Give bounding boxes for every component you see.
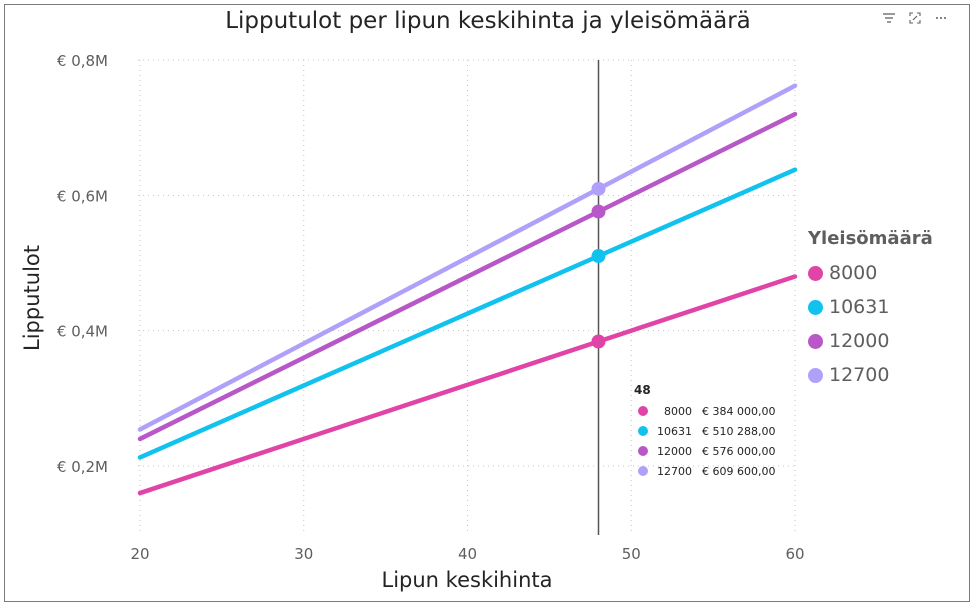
y-tick-label: € 0,2M (57, 458, 108, 476)
legend: Yleisömäärä 8000 10631 12000 12700 (808, 228, 933, 395)
tooltip-row: 10631 € 510 288,00 (634, 421, 775, 441)
tooltip-value: € 510 288,00 (702, 424, 776, 438)
visual-header-icons (882, 11, 948, 25)
y-tick-label: € 0,4M (57, 323, 108, 341)
y-tick-label: € 0,8M (57, 52, 108, 70)
x-tick-label: 40 (458, 545, 477, 563)
tooltip-value: € 576 000,00 (702, 444, 776, 458)
more-options-icon[interactable] (934, 11, 948, 25)
tooltip-header: 48 (634, 383, 651, 397)
data-point-10631 (591, 249, 606, 264)
legend-item-8000[interactable]: 8000 (808, 253, 933, 293)
x-axis-label: Lipun keskihinta (381, 568, 553, 592)
legend-label: 12000 (829, 330, 890, 352)
series-line-10631 (137, 167, 798, 460)
tooltip-category: 10631 (657, 424, 692, 438)
tooltip-row: 12700 € 609 600,00 (634, 461, 775, 481)
legend-title: Yleisömäärä (808, 228, 933, 249)
focus-mode-icon[interactable] (908, 11, 922, 25)
tooltip: 48 8000 € 384 000,00 10631 € 510 288,00 1200… (634, 383, 775, 481)
tooltip-row: 12000 € 576 000,00 (634, 441, 775, 461)
chart-title: Lipputulot per lipun keskihinta ja yleis… (225, 8, 751, 34)
y-axis-label: Lipputulot (20, 245, 44, 351)
x-tick-label: 60 (785, 545, 804, 563)
tooltip-marker-icon (638, 406, 648, 416)
legend-label: 8000 (829, 262, 878, 284)
tooltip-value: € 384 000,00 (702, 404, 776, 418)
tooltip-marker-icon (638, 466, 648, 476)
x-tick-label: 20 (130, 545, 149, 563)
legend-label: 10631 (829, 296, 890, 318)
legend-item-12700[interactable]: 12700 (808, 355, 933, 395)
legend-marker-icon (808, 265, 823, 281)
legend-item-10631[interactable]: 10631 (808, 287, 933, 327)
legend-item-12000[interactable]: 12000 (808, 321, 933, 361)
series-line-12000 (137, 111, 798, 442)
data-point-12700 (591, 181, 606, 196)
tooltip-category: 12000 (657, 444, 692, 458)
x-tick-label: 30 (294, 545, 313, 563)
data-point-12000 (591, 204, 606, 219)
tooltip-value: € 609 600,00 (702, 464, 776, 478)
series-line-12700 (137, 83, 798, 432)
x-tick-label: 50 (622, 545, 641, 563)
tooltip-category: 8000 (664, 404, 692, 418)
legend-label: 12700 (829, 364, 890, 386)
filter-icon[interactable] (882, 11, 896, 25)
data-point-8000 (591, 334, 606, 349)
tooltip-marker-icon (638, 426, 648, 436)
tooltip-category: 12700 (657, 464, 692, 478)
tooltip-row: 8000 € 384 000,00 (634, 401, 775, 421)
series-line-8000 (137, 274, 798, 496)
legend-marker-icon (808, 299, 823, 315)
legend-marker-icon (808, 367, 823, 383)
y-tick-label: € 0,6M (57, 187, 108, 205)
tooltip-marker-icon (638, 446, 648, 456)
legend-marker-icon (808, 333, 823, 349)
